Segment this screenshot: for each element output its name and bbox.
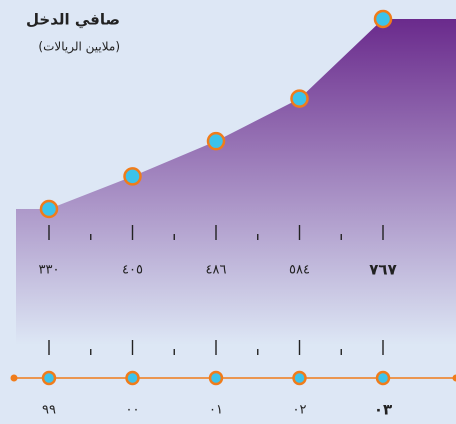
value-label: ٧٦٧ [369,261,396,279]
x-tick-label: ٠٣ [374,401,392,419]
timeline-end [10,374,18,382]
timeline-end [452,374,456,382]
point [123,167,142,186]
chart-subtitle: (ملايين الريالات) [38,40,120,55]
point [206,131,226,151]
area [16,19,456,346]
timeline-dot [375,370,391,386]
timeline-dot [41,370,57,386]
x-tick-label: ٩٩ [42,403,56,418]
chart-title: صافي الدخل [26,11,120,29]
point [39,199,59,219]
timeline-dot [125,370,140,386]
value-label: ٥٨٤ [289,263,310,278]
value-label: ٤٠٥ [122,263,143,278]
timeline-dot [208,370,224,386]
timeline-dot [292,370,307,386]
point [290,89,309,108]
x-tick-label: ٠٢ [293,403,307,418]
x-tick-label: ٠٠ [126,403,140,418]
point [373,9,393,29]
x-tick-label: ٠١ [209,403,223,418]
value-label: ٣٣٠ [39,263,60,278]
value-label: ٤٨٦ [206,263,227,278]
